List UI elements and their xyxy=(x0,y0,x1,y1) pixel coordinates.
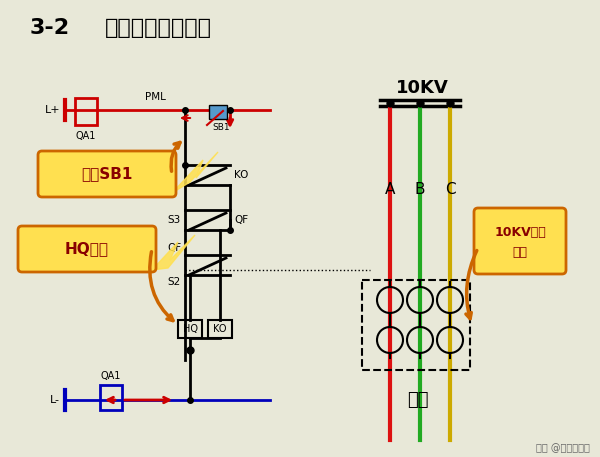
Text: 开关: 开关 xyxy=(512,245,527,259)
FancyBboxPatch shape xyxy=(474,208,566,274)
Text: L+: L+ xyxy=(44,105,60,115)
Text: L-: L- xyxy=(50,395,60,405)
Text: S3: S3 xyxy=(168,215,181,225)
Polygon shape xyxy=(172,152,218,193)
Bar xyxy=(178,320,202,338)
Text: 防止开关跳跃原理: 防止开关跳跃原理 xyxy=(105,18,212,38)
Bar xyxy=(208,320,232,338)
Text: SB1: SB1 xyxy=(212,123,230,132)
Bar xyxy=(362,280,470,370)
Text: KO: KO xyxy=(234,170,248,180)
FancyBboxPatch shape xyxy=(38,151,176,197)
Text: 按下SB1: 按下SB1 xyxy=(82,166,133,181)
Text: A: A xyxy=(385,182,395,197)
Text: C: C xyxy=(445,182,455,197)
Text: KO: KO xyxy=(213,324,227,334)
Text: HQ得电: HQ得电 xyxy=(65,241,109,256)
Text: QF: QF xyxy=(167,243,181,253)
Text: PML: PML xyxy=(145,92,166,102)
Text: 10KV: 10KV xyxy=(395,79,448,97)
Bar xyxy=(75,98,97,125)
Text: QA1: QA1 xyxy=(101,371,121,381)
Text: S2: S2 xyxy=(168,277,181,287)
Text: B: B xyxy=(415,182,425,197)
Text: 头条 @兴福园电力: 头条 @兴福园电力 xyxy=(536,443,590,453)
Text: 负载: 负载 xyxy=(407,391,429,409)
FancyBboxPatch shape xyxy=(18,226,156,272)
Polygon shape xyxy=(152,235,195,270)
Bar xyxy=(100,385,122,410)
Text: QA1: QA1 xyxy=(76,131,96,141)
Text: HQ: HQ xyxy=(182,324,197,334)
Bar xyxy=(209,105,227,119)
Text: 3-2: 3-2 xyxy=(30,18,70,38)
Text: QF: QF xyxy=(234,215,248,225)
Text: 10KV真空: 10KV真空 xyxy=(494,225,546,239)
